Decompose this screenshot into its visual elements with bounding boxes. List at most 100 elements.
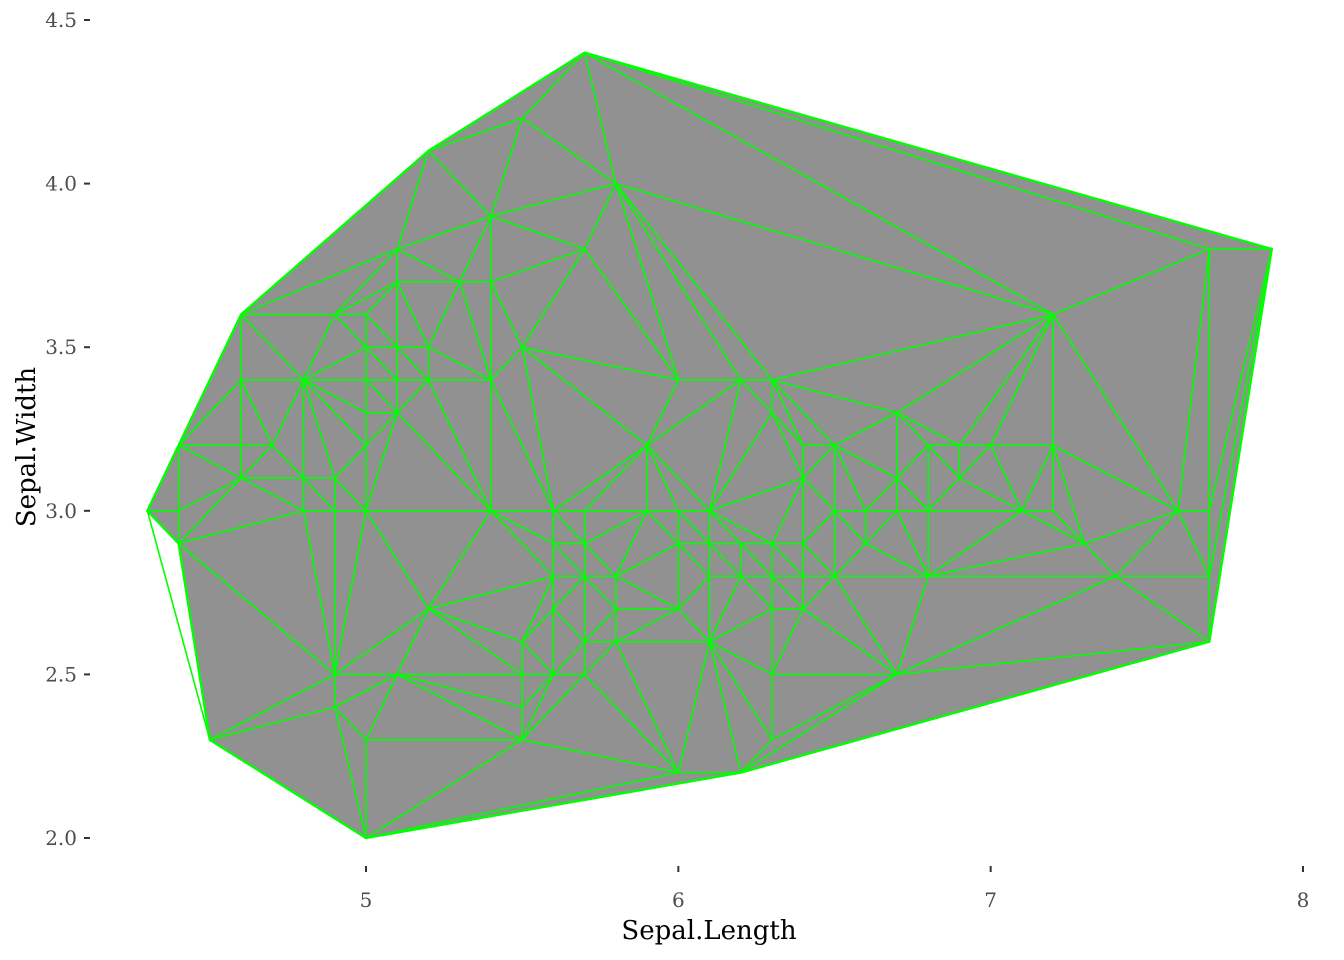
triangulation-edge — [615, 183, 680, 381]
triangulation-edge — [708, 379, 742, 511]
triangulation-edge — [677, 608, 711, 643]
triangulation-edge — [771, 412, 804, 446]
triangulation-edge — [521, 347, 555, 511]
triangulation-edge — [615, 183, 742, 381]
triangulation-edge — [896, 444, 929, 479]
triangulation-edge — [708, 412, 773, 512]
triangulation-edge — [1084, 510, 1179, 545]
triangulation-edge — [646, 444, 711, 512]
triangulation-edge — [615, 608, 679, 643]
triangulation-edge — [583, 183, 617, 250]
triangulation-edge — [771, 477, 804, 544]
triangulation-edge — [1052, 444, 1179, 512]
triangulation-edge — [240, 477, 304, 512]
y-tick-label: 3.0 — [45, 499, 77, 523]
triangulation-edge — [490, 281, 523, 348]
triangulation-edge — [740, 379, 773, 414]
triangulation-edge — [740, 739, 773, 774]
y-tick-label: 4.5 — [45, 8, 77, 32]
triangulation-edge — [334, 444, 367, 479]
y-tick-label: 2.5 — [45, 662, 77, 686]
triangulation-edge — [833, 445, 867, 512]
y-tick-label: 2.0 — [45, 826, 77, 850]
triangulation-edge — [1052, 510, 1085, 545]
x-tick-label: 8 — [1297, 888, 1310, 912]
triangulation-edge — [396, 412, 492, 512]
triangulation-edge — [615, 182, 1054, 316]
triangulation-edge — [771, 313, 1054, 381]
triangulation-edge — [490, 510, 554, 545]
triangulation-edge — [1208, 248, 1273, 577]
triangulation-edge — [1021, 510, 1085, 545]
triangulation-edge — [802, 542, 836, 577]
triangulation-edge — [396, 608, 430, 675]
triangulation-edge — [240, 444, 273, 479]
triangulation-edge — [334, 313, 367, 348]
triangulation-edge — [521, 346, 648, 446]
triangulation-edge — [333, 706, 367, 839]
triangulation-edge — [365, 346, 398, 381]
triangulation-edge — [396, 248, 461, 283]
triangulation-edge — [927, 510, 1023, 577]
triangulation-edge — [178, 379, 242, 446]
triangulation-edge — [334, 706, 367, 741]
triangulation-edge — [240, 313, 305, 381]
triangulation-edge — [522, 346, 679, 381]
triangulation-edge — [365, 379, 398, 414]
triangulation-edge — [302, 510, 336, 675]
triangulation-edge — [427, 510, 492, 610]
triangulation-edge — [740, 575, 773, 610]
triangulation-edge — [552, 641, 586, 675]
triangulation-edge — [709, 477, 804, 512]
triangulation-edge — [552, 575, 586, 610]
triangulation-edge — [271, 379, 305, 446]
triangulation-edge — [178, 542, 336, 676]
triangulation-edge — [302, 314, 336, 381]
triangulation-edge — [303, 346, 367, 381]
triangulation-edge — [833, 542, 867, 577]
triangulation-edge — [958, 444, 992, 479]
triangulation-edge — [427, 150, 492, 217]
triangulation-edge — [677, 510, 711, 545]
triangulation-edge — [552, 510, 586, 545]
triangulation-edge — [490, 379, 555, 512]
triangulation-edge — [989, 314, 1054, 446]
triangulation-edge — [552, 444, 648, 512]
y-axis-title: Sepal.Width — [12, 367, 42, 528]
y-axis: 2.0 2.5 3.0 3.5 4.0 4.5 — [45, 8, 90, 850]
triangulation-edge — [146, 510, 211, 741]
triangulation-edge — [490, 346, 523, 381]
triangulation-edge — [521, 674, 555, 741]
triangulation-edge — [365, 510, 430, 610]
hull-fill — [147, 52, 1272, 839]
triangulation-edge — [771, 379, 804, 446]
triangulation-edge — [677, 542, 711, 577]
triangulation-edge — [709, 640, 773, 676]
triangulation-edge — [428, 117, 523, 152]
triangulation-edge — [458, 215, 492, 283]
triangulation-edge — [927, 477, 961, 512]
triangulation-edge — [709, 510, 773, 545]
triangulation-edge — [771, 379, 836, 446]
triangulation-edge — [896, 510, 929, 577]
triangulation-edge — [802, 510, 836, 545]
triangulation-edge — [521, 575, 555, 643]
triangulation-edge — [584, 673, 679, 774]
triangulation-edge — [396, 215, 492, 250]
triangulation-edge — [834, 444, 898, 479]
triangulation-edge — [240, 248, 398, 316]
triangulation-edge — [896, 313, 1054, 414]
triangulation-edge — [334, 281, 398, 316]
triangulation-edge — [490, 117, 523, 217]
triangulation-edge — [428, 575, 554, 610]
triangulation-edge — [396, 281, 430, 348]
triangulation-edge — [521, 52, 586, 119]
triangulation-edge — [708, 542, 742, 577]
plot-area — [145, 51, 1274, 840]
triangulation-edge — [584, 444, 648, 512]
triangulation-edge — [365, 412, 398, 446]
triangulation-edge — [802, 444, 836, 479]
triangulation-edge — [959, 477, 1023, 512]
triangulation-edge — [302, 379, 367, 446]
